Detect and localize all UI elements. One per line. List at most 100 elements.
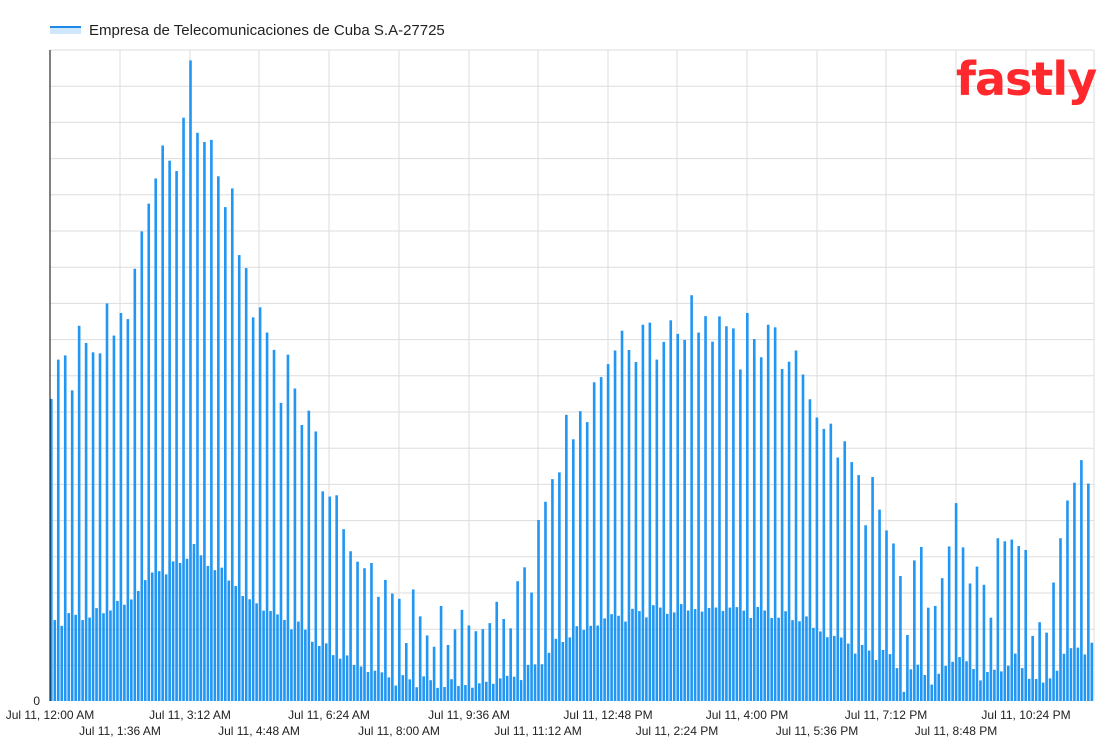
data-bar [1083, 654, 1087, 701]
x-tick-label: Jul 11, 12:48 PM [563, 708, 652, 722]
data-bar [457, 686, 460, 701]
data-bar [495, 601, 499, 701]
data-bar [1007, 665, 1010, 701]
data-bar [540, 664, 544, 701]
data-bar [846, 643, 850, 701]
data-bar [808, 399, 812, 701]
data-bar [1087, 483, 1090, 701]
data-bar [137, 590, 140, 701]
data-bar [349, 551, 352, 701]
data-bar [822, 428, 826, 701]
data-bar [133, 268, 137, 701]
data-bar [404, 643, 408, 701]
data-bar [116, 600, 119, 701]
data-bar [293, 388, 297, 701]
data-bar [422, 676, 425, 701]
data-bar [328, 496, 332, 701]
data-bar [370, 562, 373, 701]
data-bar [408, 679, 412, 701]
data-bar [965, 661, 968, 701]
data-bar [276, 614, 279, 701]
data-bar [1003, 541, 1007, 701]
data-bar [665, 613, 669, 701]
data-bar [88, 617, 91, 701]
data-bar [1038, 622, 1041, 701]
data-bar [1052, 582, 1055, 701]
data-bar [175, 171, 178, 702]
data-bar [707, 607, 711, 701]
data-bar [592, 382, 596, 701]
data-bar [63, 355, 67, 701]
data-bar [993, 669, 996, 701]
data-bar [1080, 460, 1083, 701]
data-bar [1010, 539, 1014, 701]
data-bar [881, 649, 885, 701]
data-bar [1069, 648, 1073, 701]
data-bar [662, 341, 666, 701]
data-bar [77, 325, 81, 701]
y-tick-label: 0 [33, 694, 40, 708]
data-bar [436, 687, 439, 701]
data-bar [714, 607, 718, 701]
data-bar [979, 680, 982, 701]
data-bar [627, 349, 631, 701]
data-bar [429, 680, 432, 701]
data-bar [826, 637, 829, 701]
data-bar [1076, 647, 1080, 701]
x-tick-label: Jul 11, 8:48 PM [915, 724, 998, 738]
data-bar [304, 629, 307, 701]
data-bar [366, 672, 370, 701]
data-bar [780, 368, 784, 701]
data-bar [878, 509, 881, 701]
data-bar [1034, 679, 1038, 701]
data-bar [836, 457, 840, 701]
data-bar [697, 332, 700, 701]
data-bar [739, 369, 742, 701]
data-bar [648, 322, 652, 701]
data-bar [589, 625, 593, 701]
data-bar [944, 665, 947, 701]
data-bar [585, 422, 589, 701]
data-bar [241, 596, 245, 701]
data-bar [853, 653, 857, 701]
data-bar [718, 316, 721, 701]
data-bar [756, 606, 760, 701]
x-tick-label: Jul 11, 2:24 PM [636, 724, 719, 738]
data-bar [735, 607, 739, 701]
data-bar [537, 520, 540, 701]
data-bar [544, 501, 547, 701]
data-bar [784, 611, 787, 701]
data-bar [1017, 546, 1021, 701]
data-bar [725, 326, 728, 701]
data-bar [565, 414, 568, 701]
data-bar [996, 538, 1000, 701]
data-bar [418, 616, 422, 701]
data-bar [547, 652, 551, 701]
data-bar [655, 359, 659, 701]
data-bar [746, 313, 749, 701]
data-bar [526, 664, 530, 701]
data-bar [968, 583, 972, 701]
data-bar [798, 621, 801, 701]
data-bar [1000, 671, 1003, 701]
data-bar [561, 642, 565, 701]
data-bar [387, 677, 391, 701]
data-bar [652, 605, 655, 701]
data-bar [895, 668, 899, 701]
data-bar [947, 546, 951, 701]
data-bar [871, 477, 874, 701]
data-bar [742, 610, 746, 701]
data-bar [693, 609, 697, 701]
data-bar [478, 683, 481, 701]
data-bar [624, 621, 627, 701]
data-bar [130, 599, 133, 701]
data-bar [672, 612, 676, 701]
data-bar [631, 608, 634, 701]
data-bar [916, 664, 920, 701]
data-bar [279, 402, 283, 701]
data-bar [491, 683, 495, 701]
data-bar [391, 593, 394, 702]
data-bar [596, 625, 599, 701]
data-bar [415, 687, 419, 701]
data-bar [502, 618, 506, 701]
